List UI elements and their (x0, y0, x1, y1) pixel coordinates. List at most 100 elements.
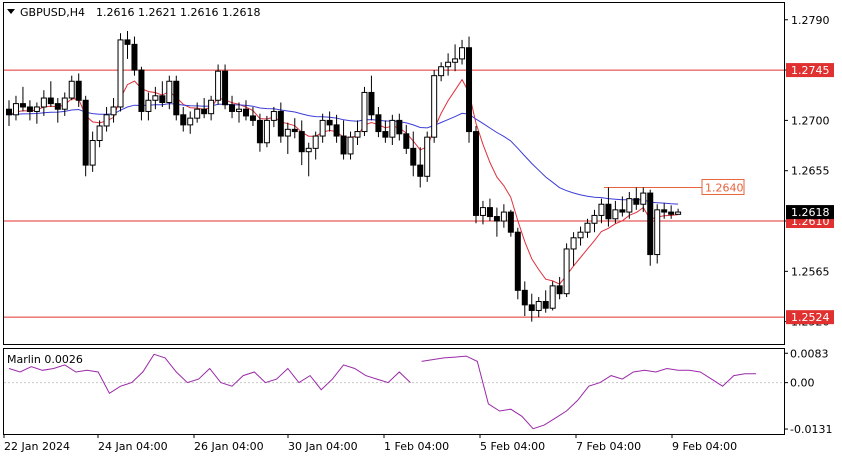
candle (410, 131, 417, 177)
candle-body (26, 106, 33, 112)
time-tick-label: 26 Jan 04:00 (194, 440, 264, 453)
candle-body (431, 75, 438, 138)
candle-body (466, 47, 473, 133)
candle (26, 100, 33, 121)
candle (431, 70, 438, 143)
candle-body (263, 119, 270, 144)
candle (284, 122, 291, 154)
candle-body (375, 114, 382, 133)
indicator-label: Marlin 0.0026 (7, 353, 83, 366)
candle-body (361, 91, 368, 133)
candle-body (354, 131, 361, 138)
candle-body (305, 147, 312, 153)
price-tick-label: 1.2700 (791, 114, 830, 127)
candle (507, 209, 514, 237)
candle (215, 64, 222, 105)
candle-body (166, 80, 173, 104)
candle-body (403, 133, 410, 149)
candle-body (117, 39, 124, 108)
candle (633, 187, 640, 210)
candle (75, 73, 82, 107)
candle (396, 113, 403, 141)
candle (222, 64, 229, 110)
candle (452, 44, 459, 72)
candle-body (486, 207, 493, 218)
candle (6, 100, 12, 126)
candle-body (417, 164, 424, 177)
candle-body (138, 69, 145, 112)
candle-body (570, 237, 577, 250)
ohlc-values: 1.2616 1.2621 1.2616 1.2618 (96, 6, 260, 19)
candle (612, 200, 619, 224)
candle-body (96, 125, 103, 142)
candle-body (598, 203, 605, 216)
candle-body (619, 209, 626, 213)
candle-body (326, 119, 333, 126)
candle (312, 131, 319, 160)
level-tag (786, 63, 834, 78)
candle-body (54, 103, 61, 110)
horizontal-levels (4, 69, 784, 318)
candle-body (333, 124, 340, 137)
candle-body (528, 304, 535, 311)
candle (626, 191, 633, 219)
candle (368, 75, 375, 121)
candle-body (180, 114, 187, 126)
candle-body (68, 80, 75, 99)
candle-body (675, 211, 682, 215)
candle (389, 114, 396, 145)
candle-body (584, 222, 591, 233)
candle-body (438, 66, 445, 77)
candle-body (410, 147, 417, 166)
candle-body (110, 106, 117, 116)
candle (291, 118, 298, 139)
candle-body (668, 211, 675, 215)
candle (647, 189, 654, 266)
candle-body (242, 108, 249, 117)
candle (570, 232, 577, 266)
indicator-tick-label: -0.0131 (790, 423, 832, 436)
candle (270, 106, 277, 128)
candle (277, 102, 284, 143)
candle (619, 196, 626, 217)
candle (528, 293, 535, 322)
candle (549, 281, 556, 311)
candle (459, 39, 466, 65)
candle-body (654, 209, 661, 256)
candle (577, 226, 584, 246)
candle (500, 204, 507, 228)
indicator-panel (3, 348, 785, 435)
candle-body (40, 97, 47, 108)
candle (438, 62, 445, 82)
indicator-line (8, 353, 411, 395)
symbol-menu-triangle-icon[interactable] (7, 9, 15, 14)
candle (472, 125, 479, 224)
candle-body (452, 58, 459, 63)
candle-body (368, 91, 375, 116)
time-tick-label: 7 Feb 04:00 (576, 440, 641, 453)
candle (54, 98, 61, 123)
candle (661, 203, 668, 219)
candle-body (612, 209, 619, 220)
candle-body (500, 211, 507, 222)
candle (194, 102, 201, 123)
indicator-axis: 0.0083 0.00 -0.0131 (784, 347, 832, 436)
candle (417, 147, 424, 188)
price-tick-label: 1.2655 (791, 165, 830, 178)
candle-body (249, 115, 256, 121)
candle-body (89, 140, 96, 166)
candle (305, 142, 312, 177)
candle (347, 131, 354, 160)
candle-body (33, 106, 40, 112)
candle (654, 204, 661, 264)
candle (584, 218, 591, 238)
candle (675, 208, 682, 215)
candle (166, 75, 173, 110)
candle (138, 66, 145, 121)
candle-body (591, 214, 598, 224)
candle-body (549, 285, 556, 309)
candle-body (61, 97, 68, 110)
candle-body (319, 119, 326, 137)
main-price-panel (3, 2, 785, 345)
